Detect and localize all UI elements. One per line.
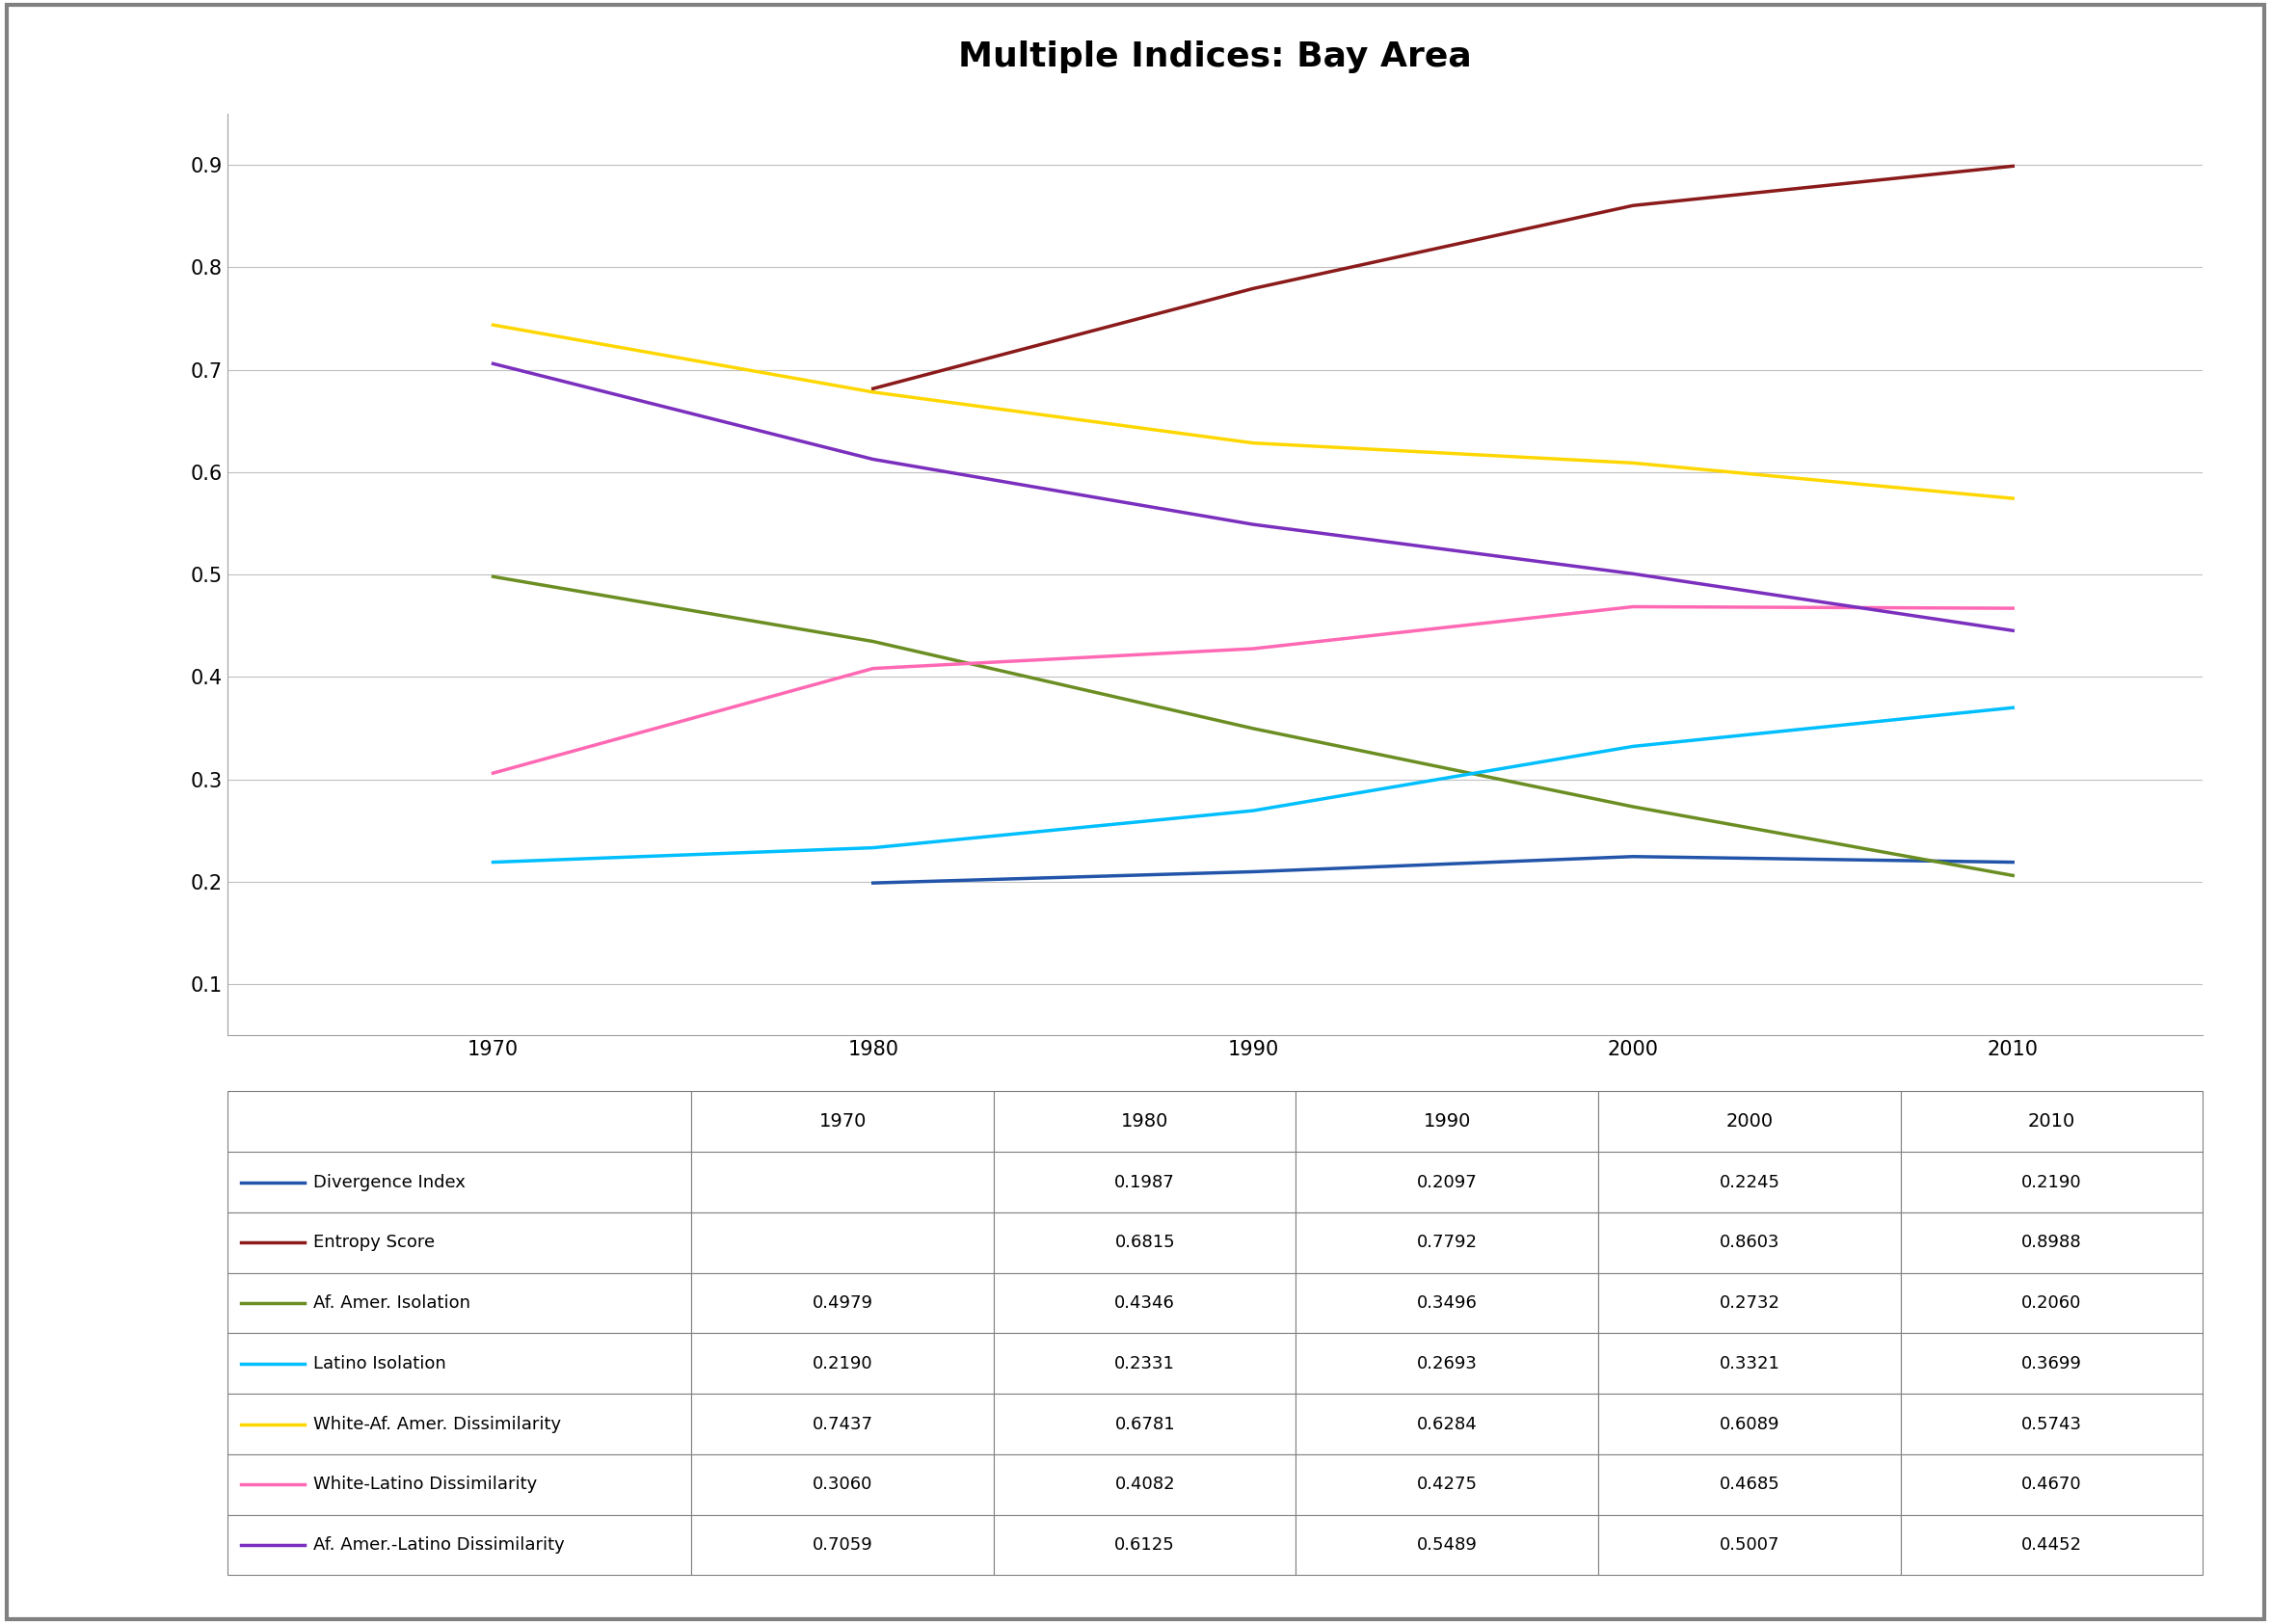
Text: 1990: 1990: [1424, 1112, 1472, 1130]
Text: 0.5743: 0.5743: [2021, 1416, 2083, 1432]
Text: 0.4452: 0.4452: [2021, 1536, 2083, 1554]
Text: Latino Isolation: Latino Isolation: [313, 1354, 445, 1372]
Text: Entropy Score: Entropy Score: [313, 1234, 436, 1252]
Text: 0.4670: 0.4670: [2021, 1476, 2083, 1492]
Text: Divergence Index: Divergence Index: [313, 1174, 466, 1190]
Text: White-Af. Amer. Dissimilarity: White-Af. Amer. Dissimilarity: [313, 1416, 561, 1432]
Text: 0.2190: 0.2190: [813, 1354, 872, 1372]
Text: 0.2732: 0.2732: [1719, 1294, 1780, 1312]
Text: 1970: 1970: [820, 1112, 865, 1130]
Text: 0.4685: 0.4685: [1719, 1476, 1780, 1492]
Text: 0.6125: 0.6125: [1115, 1536, 1174, 1554]
Text: 0.2331: 0.2331: [1115, 1354, 1174, 1372]
Text: Af. Amer. Isolation: Af. Amer. Isolation: [313, 1294, 470, 1312]
Text: 1980: 1980: [1122, 1112, 1170, 1130]
Text: 0.6284: 0.6284: [1417, 1416, 1478, 1432]
Text: 0.3060: 0.3060: [813, 1476, 872, 1492]
Text: 0.2097: 0.2097: [1417, 1174, 1478, 1190]
Text: 0.4346: 0.4346: [1115, 1294, 1174, 1312]
Text: 0.7792: 0.7792: [1417, 1234, 1478, 1252]
Text: 0.4082: 0.4082: [1115, 1476, 1174, 1492]
Text: 0.7059: 0.7059: [813, 1536, 872, 1554]
Text: 0.4275: 0.4275: [1417, 1476, 1478, 1492]
Text: 0.1987: 0.1987: [1115, 1174, 1174, 1190]
Text: 0.2060: 0.2060: [2021, 1294, 2083, 1312]
Text: Multiple Indices: Bay Area: Multiple Indices: Bay Area: [958, 41, 1472, 73]
Text: Af. Amer.-Latino Dissimilarity: Af. Amer.-Latino Dissimilarity: [313, 1536, 565, 1554]
Text: 0.2245: 0.2245: [1719, 1174, 1780, 1190]
Text: 0.3496: 0.3496: [1417, 1294, 1478, 1312]
Text: 0.7437: 0.7437: [813, 1416, 872, 1432]
Text: 0.6089: 0.6089: [1719, 1416, 1780, 1432]
Text: 0.5489: 0.5489: [1417, 1536, 1478, 1554]
Text: 0.8603: 0.8603: [1719, 1234, 1780, 1252]
Text: 0.3321: 0.3321: [1719, 1354, 1780, 1372]
Text: 0.4979: 0.4979: [813, 1294, 872, 1312]
Text: White-Latino Dissimilarity: White-Latino Dissimilarity: [313, 1476, 538, 1492]
Text: 2010: 2010: [2028, 1112, 2076, 1130]
Text: 0.2693: 0.2693: [1417, 1354, 1478, 1372]
Text: 0.3699: 0.3699: [2021, 1354, 2083, 1372]
Text: 0.2190: 0.2190: [2021, 1174, 2083, 1190]
Text: 0.5007: 0.5007: [1719, 1536, 1780, 1554]
Text: 2000: 2000: [1726, 1112, 1774, 1130]
Text: 0.6815: 0.6815: [1115, 1234, 1174, 1252]
Text: 0.8988: 0.8988: [2021, 1234, 2083, 1252]
Text: 0.6781: 0.6781: [1115, 1416, 1174, 1432]
